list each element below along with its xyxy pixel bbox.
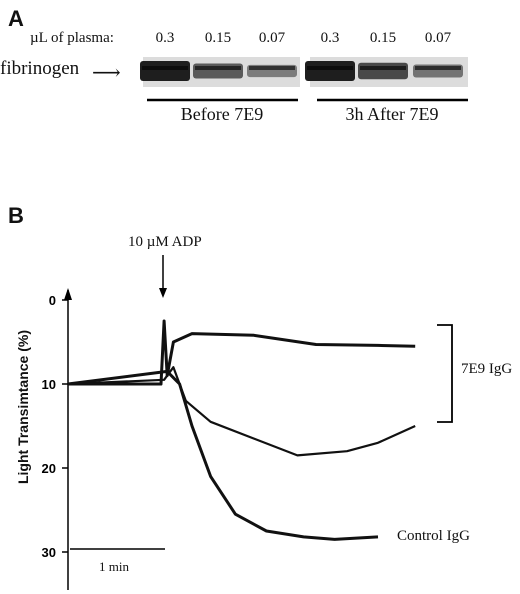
lane-label: 0.07: [258, 30, 286, 46]
scale-bar-label: 1 min: [99, 559, 129, 574]
lane-label: 0.07: [424, 30, 452, 46]
group-label: Before 7E9: [180, 104, 264, 124]
trace-line: [67, 366, 416, 457]
blot-band-core: [360, 66, 406, 70]
blot-band-core: [195, 66, 241, 70]
blot-band-core: [142, 66, 188, 70]
y-tick-label: 20: [42, 461, 56, 476]
lane-header: µL of plasma:: [30, 30, 114, 46]
western-blot: [140, 57, 468, 102]
brace-bracket: [437, 324, 453, 423]
blot-band-core: [307, 66, 353, 70]
y-axis-arrow-icon: [64, 288, 72, 300]
control-label: Control IgG: [397, 528, 470, 544]
brace-label: 7E9 IgG: [461, 361, 513, 377]
lane-label: 0.15: [204, 30, 232, 46]
trace-line: [68, 319, 416, 386]
blot-band-core: [249, 66, 295, 70]
panel-a-letter: A: [8, 6, 24, 31]
trace-line: [67, 369, 379, 541]
stimulus-arrow-icon: [159, 288, 167, 298]
band-label: fibrinogen: [0, 58, 80, 79]
panel-b-letter: B: [8, 203, 24, 228]
y-tick-label: 30: [42, 545, 56, 560]
y-tick-label: 10: [42, 377, 56, 392]
y-tick-label: 0: [49, 293, 56, 308]
stimulus-label: 10 µM ADP: [128, 234, 202, 250]
blot-band-core: [415, 66, 461, 70]
lane-label: 0.15: [369, 30, 397, 46]
lane-label: 0.3: [155, 30, 175, 46]
lane-label: 0.3: [320, 30, 340, 46]
band-arrow-icon: ⟶: [92, 62, 121, 84]
group-label: 3h After 7E9: [345, 104, 439, 124]
